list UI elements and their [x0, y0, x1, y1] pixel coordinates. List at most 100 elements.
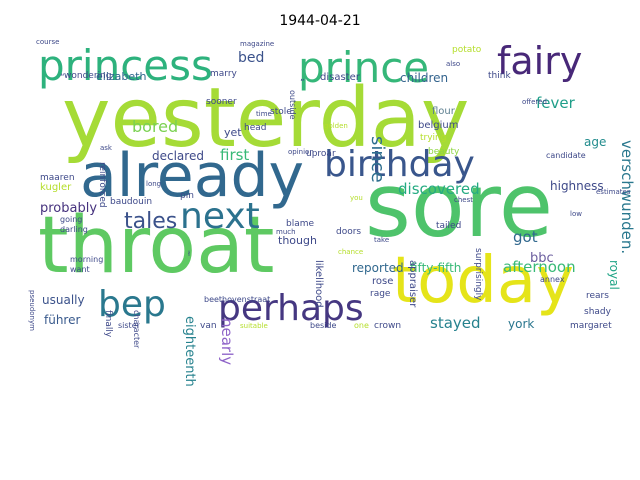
word-53: crown: [374, 321, 401, 331]
word-92: low: [570, 210, 582, 218]
word-47: yet: [224, 126, 242, 139]
word-90: take: [374, 236, 389, 244]
word-64: kugler: [40, 182, 72, 193]
word-84: also: [446, 60, 460, 68]
word-50: doors: [336, 227, 361, 237]
word-35: children: [400, 71, 448, 85]
word-74: beethovenstraat: [204, 295, 270, 304]
word-7: fairy: [497, 39, 582, 83]
word-100: you: [350, 194, 363, 202]
word-12: tales: [124, 209, 177, 234]
word-79: marry: [210, 69, 238, 79]
word-76: sooner: [206, 97, 237, 107]
word-26: nearly: [218, 318, 236, 365]
word-87: opinion: [288, 148, 314, 156]
word-29: reported: [352, 261, 404, 275]
word-101: ask: [100, 144, 113, 152]
word-91: chest: [454, 196, 473, 204]
word-41: trying: [420, 133, 446, 143]
word-0: yesterday: [62, 71, 469, 166]
word-78: wondering: [64, 71, 111, 81]
word-73: character: [132, 310, 141, 349]
word-32: usually: [42, 293, 85, 307]
word-54: sister: [118, 321, 141, 330]
word-75: much: [276, 228, 296, 236]
word-37: elizabeth: [96, 70, 146, 83]
word-68: going: [60, 215, 82, 224]
word-95: beside: [310, 321, 336, 330]
word-1: sore: [365, 154, 553, 257]
word-69: darling: [60, 225, 88, 234]
word-25: stayed: [430, 314, 481, 332]
word-70: morning: [70, 255, 103, 264]
word-49: though: [278, 234, 317, 247]
word-71: want: [70, 265, 90, 274]
word-102: ł: [188, 250, 190, 258]
word-43: candidate: [546, 151, 586, 160]
word-38: disaster: [320, 72, 361, 83]
word-42: beauty: [428, 147, 460, 157]
word-3: already: [80, 141, 304, 211]
word-23: highness: [550, 179, 604, 193]
word-33: führer: [44, 313, 80, 327]
word-83: potato: [452, 45, 482, 55]
word-22: bbc: [530, 251, 554, 266]
word-66: baudouin: [110, 197, 152, 207]
word-77: reinforced: [97, 162, 107, 208]
word-9: bep: [98, 284, 166, 325]
word-30: fifty-fifth: [410, 261, 461, 275]
word-98: time: [256, 110, 272, 118]
word-27: eighteenth: [182, 316, 197, 387]
word-24: age: [584, 135, 606, 149]
word-31: declared: [152, 149, 204, 163]
word-85: think: [488, 71, 511, 81]
word-59: annex: [540, 275, 565, 284]
word-40: belgium: [418, 120, 458, 131]
word-10: perhaps: [218, 288, 364, 329]
word-103: “: [60, 73, 65, 83]
word-88: long: [146, 180, 161, 188]
word-58: rears: [586, 291, 609, 301]
word-62: likelihood: [313, 260, 324, 308]
word-34: york: [508, 317, 534, 331]
word-80: outside: [288, 90, 297, 120]
word-48: blame: [286, 219, 314, 229]
word-99: golden: [324, 122, 348, 130]
word-20: afternoon: [503, 258, 576, 276]
word-14: since: [367, 136, 388, 183]
word-82: magazine: [240, 40, 274, 48]
word-16: discovered: [398, 180, 480, 198]
word-93: estimates: [596, 188, 631, 196]
word-61: surprisingly: [473, 248, 483, 301]
word-19: first: [220, 146, 249, 164]
word-55: van: [200, 321, 217, 331]
word-18: royal: [607, 260, 621, 290]
word-36: bed: [238, 50, 264, 66]
word-39: flour: [432, 106, 456, 117]
word-56: margaret: [570, 321, 612, 331]
word-21: got: [513, 228, 538, 246]
word-6: prince: [298, 43, 429, 92]
word-72: finally: [103, 310, 113, 338]
word-8: birthday: [324, 144, 475, 185]
word-44: stole: [270, 107, 292, 117]
chart-title: 1944-04-21: [279, 13, 361, 29]
word-86: offered: [522, 98, 547, 106]
word-5: princess: [38, 41, 213, 90]
word-96: one: [354, 321, 369, 330]
word-63: tailed: [436, 221, 461, 231]
word-15: fever: [536, 94, 576, 112]
word-65: maaren: [40, 173, 75, 183]
word-46: uproar: [306, 149, 336, 159]
word-60: appraiser: [407, 260, 418, 308]
word-81: course: [36, 38, 59, 46]
word-51: rose: [372, 276, 393, 287]
word-17: verschwunden.: [618, 140, 636, 254]
word-67: pin: [180, 191, 194, 201]
word-104: „: [300, 73, 305, 83]
word-57: shady: [584, 307, 612, 317]
word-45: head: [244, 123, 266, 133]
word-11: next: [180, 196, 260, 237]
word-94: suitable: [240, 322, 268, 330]
